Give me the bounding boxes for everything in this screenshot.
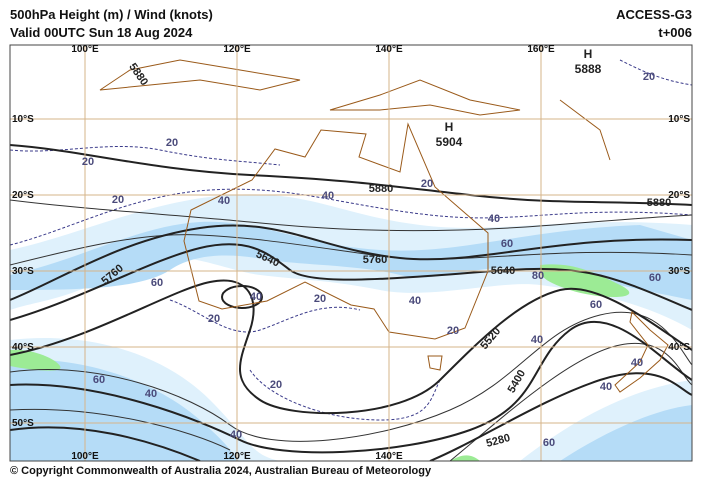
- wind-label: 40: [488, 213, 500, 225]
- lat-label: 30°S: [12, 266, 34, 277]
- height-label: 5880: [369, 183, 393, 195]
- wind-label: 60: [151, 277, 163, 289]
- lon-label: 140°E: [375, 44, 403, 55]
- lon-label: 120°E: [223, 451, 251, 462]
- wind-label: 40: [531, 334, 543, 346]
- lon-label: 100°E: [71, 451, 99, 462]
- wind-label: 20: [447, 325, 459, 337]
- map-area: [10, 45, 692, 461]
- wind-label: 20: [208, 313, 220, 325]
- height-label: 5640: [491, 265, 515, 277]
- wind-label: 40: [322, 190, 334, 202]
- wind-label: 40: [250, 291, 262, 303]
- wind-label: 40: [631, 357, 643, 369]
- wind-label: 20: [112, 194, 124, 206]
- wind-label: 20: [643, 71, 655, 83]
- wind-label: 60: [590, 299, 602, 311]
- lon-label: 140°E: [375, 451, 403, 462]
- wind-label: 40: [409, 295, 421, 307]
- lat-label: 40°S: [668, 342, 690, 353]
- lat-label: 20°S: [12, 190, 34, 201]
- high-value: 5904: [436, 135, 463, 149]
- map-title: 500hPa Height (m) / Wind (knots): [10, 7, 213, 22]
- map-frame: [9, 44, 693, 462]
- copyright: © Copyright Commonwealth of Australia 20…: [10, 465, 432, 477]
- lon-label: 120°E: [223, 44, 251, 55]
- wind-label: 40: [600, 381, 612, 393]
- wind-label: 60: [649, 272, 661, 284]
- model-name: ACCESS-G3: [616, 7, 692, 22]
- lat-label: 50°S: [12, 418, 34, 429]
- wind-label: 40: [145, 388, 157, 400]
- wind-label: 60: [93, 374, 105, 386]
- wind-label: 80: [532, 270, 544, 282]
- height-label: 5880: [647, 197, 671, 209]
- lat-label: 30°S: [668, 266, 690, 277]
- lat-label: 20°S: [668, 190, 690, 201]
- lead-time: t+006: [658, 25, 692, 40]
- lon-label: 100°E: [71, 44, 99, 55]
- wind-label: 60: [501, 238, 513, 250]
- high-symbol: H: [445, 120, 454, 134]
- wind-label: 40: [230, 429, 242, 441]
- high-symbol: H: [584, 47, 593, 61]
- wind-label: 20: [421, 178, 433, 190]
- wind-label: 20: [166, 137, 178, 149]
- lat-label: 40°S: [12, 342, 34, 353]
- wind-label: 60: [543, 437, 555, 449]
- high-value: 5888: [575, 62, 602, 76]
- wind-label: 20: [270, 379, 282, 391]
- height-label: 5760: [363, 254, 387, 266]
- lon-label: 160°E: [527, 44, 555, 55]
- lat-label: 10°S: [12, 114, 34, 125]
- lat-label: 10°S: [668, 114, 690, 125]
- wind-label: 20: [314, 293, 326, 305]
- wind-label: 20: [82, 156, 94, 168]
- valid-time: Valid 00UTC Sun 18 Aug 2024: [10, 25, 193, 40]
- wind-label: 40: [218, 195, 230, 207]
